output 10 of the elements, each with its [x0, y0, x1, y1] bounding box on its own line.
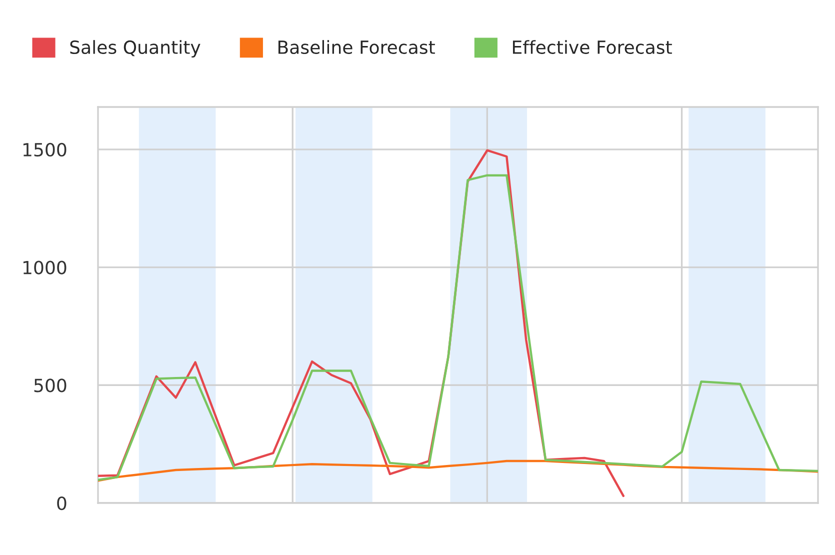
y-tick-label: 1000	[23, 260, 66, 274]
y-tick-label: 500	[34, 378, 66, 392]
line-series	[98, 174, 818, 482]
legend-label: Baseline Forecast	[278, 40, 435, 54]
line-series	[98, 460, 818, 482]
y-tick-label: 0	[57, 496, 66, 510]
legend-label: Effective Forecast	[512, 40, 672, 54]
y-tick-label: 1500	[23, 142, 66, 157]
legend-label: Sales Quantity	[70, 40, 200, 58]
line-series	[98, 149, 625, 498]
